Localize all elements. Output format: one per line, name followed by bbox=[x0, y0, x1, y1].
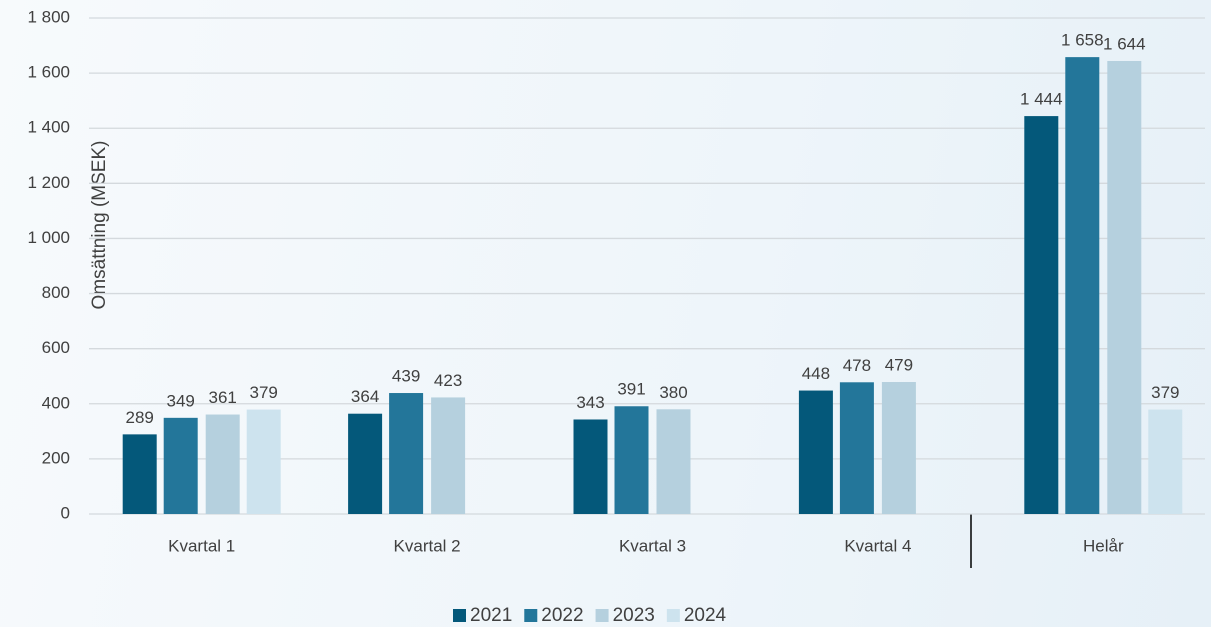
bar bbox=[839, 382, 874, 514]
data-label: 439 bbox=[392, 367, 420, 386]
data-label: 448 bbox=[802, 364, 830, 383]
bar bbox=[246, 409, 281, 514]
x-tick-label: Helår bbox=[1083, 536, 1124, 555]
bar bbox=[205, 414, 240, 514]
legend-swatch bbox=[453, 609, 466, 622]
bar bbox=[1148, 409, 1183, 514]
bar bbox=[163, 417, 198, 514]
bar bbox=[1065, 57, 1100, 515]
x-tick-label: Kvartal 2 bbox=[394, 536, 461, 555]
bar bbox=[348, 413, 383, 514]
bar bbox=[431, 397, 466, 514]
x-tick-label: Kvartal 3 bbox=[619, 536, 686, 555]
x-tick-label: Kvartal 4 bbox=[844, 536, 911, 555]
data-label: 349 bbox=[167, 391, 195, 410]
y-tick-label: 1 600 bbox=[27, 63, 70, 82]
data-label: 479 bbox=[885, 355, 913, 374]
y-axis-label: Omsättning (MSEK) bbox=[89, 141, 110, 310]
x-tick-label: Kvartal 1 bbox=[168, 536, 235, 555]
data-label: 1 644 bbox=[1103, 34, 1146, 53]
y-tick-label: 0 bbox=[61, 503, 70, 522]
data-label: 343 bbox=[576, 393, 604, 412]
legend-swatch bbox=[595, 609, 609, 622]
bar bbox=[614, 406, 649, 514]
bar bbox=[656, 409, 691, 514]
data-label: 391 bbox=[617, 380, 645, 399]
bar bbox=[1107, 60, 1142, 515]
data-label: 379 bbox=[1151, 383, 1179, 402]
legend-label: 2023 bbox=[613, 605, 655, 626]
legend-label: 2024 bbox=[684, 605, 727, 626]
legend-swatch bbox=[666, 609, 680, 622]
bar bbox=[1024, 116, 1059, 514]
data-label: 289 bbox=[126, 408, 154, 427]
data-label: 1 658 bbox=[1061, 31, 1104, 50]
data-label: 380 bbox=[659, 383, 687, 402]
y-tick-label: 200 bbox=[42, 448, 70, 467]
legend-swatch bbox=[524, 609, 538, 622]
bar bbox=[881, 382, 916, 514]
y-tick-label: 800 bbox=[42, 283, 70, 302]
y-tick-label: 400 bbox=[42, 393, 70, 412]
data-label: 379 bbox=[250, 383, 278, 402]
data-label: 364 bbox=[351, 387, 379, 406]
y-tick-label: 1 800 bbox=[27, 7, 70, 26]
y-tick-label: 1 200 bbox=[27, 173, 70, 192]
y-tick-label: 600 bbox=[42, 338, 70, 357]
y-tick-label: 1 000 bbox=[27, 228, 70, 247]
data-label: 423 bbox=[434, 371, 462, 390]
bar bbox=[573, 419, 608, 514]
y-tick-label: 1 400 bbox=[27, 118, 70, 137]
legend-label: 2021 bbox=[470, 605, 512, 626]
legend-label: 2022 bbox=[541, 605, 583, 626]
bar bbox=[389, 393, 424, 514]
data-label: 361 bbox=[209, 388, 237, 407]
data-label: 478 bbox=[843, 356, 871, 375]
bar bbox=[122, 434, 157, 514]
data-label: 1 444 bbox=[1020, 90, 1063, 109]
bar bbox=[798, 390, 833, 514]
